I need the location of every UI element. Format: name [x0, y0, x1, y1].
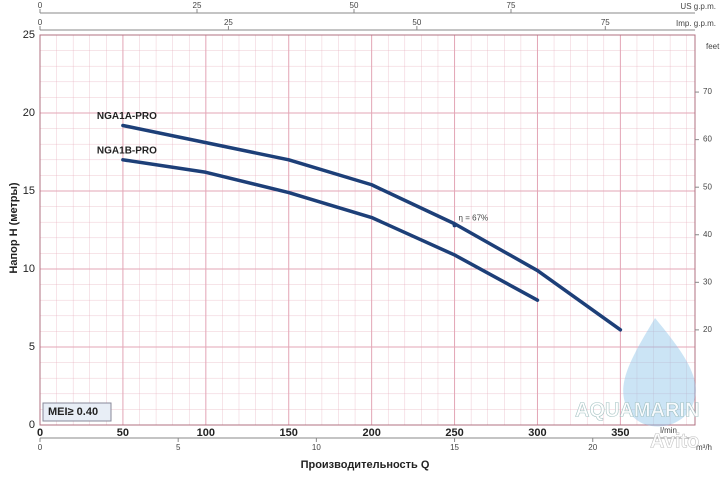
tick-label: 30	[703, 277, 712, 286]
tick-label: 0	[38, 18, 43, 27]
y-axis-title: Напор H (метры)	[8, 182, 20, 273]
x-unit: l/min	[660, 426, 677, 435]
tick-label: 50	[412, 18, 421, 27]
tick-label: 5	[176, 443, 181, 452]
plot-frame	[39, 34, 696, 426]
tick-label: 25	[224, 18, 233, 27]
tick-label: 40	[703, 230, 712, 239]
watermark-drop	[623, 318, 696, 427]
x-tick-label: 150	[280, 427, 298, 439]
y-tick-label: 5	[29, 341, 35, 353]
x-tick-label: 250	[445, 427, 463, 439]
tick-label: 75	[601, 18, 610, 27]
axis-unit: feet	[706, 42, 720, 51]
tick-label: 0	[38, 1, 43, 10]
tick-label: 20	[703, 325, 712, 334]
y-tick-label: 0	[29, 419, 35, 431]
annotation: MEI≥ 0.40	[48, 406, 98, 418]
tick-label: 70	[703, 87, 712, 96]
watermark: AQUAMARIN	[575, 399, 699, 421]
x-tick-label: 300	[528, 427, 546, 439]
tick-label: 60	[703, 135, 712, 144]
tick-label: 50	[350, 1, 359, 10]
x-tick-label: 200	[362, 427, 380, 439]
axis-unit: Imp. g.p.m.	[676, 19, 716, 28]
tick-label: 0	[38, 443, 43, 452]
tick-label: 25	[193, 1, 202, 10]
axis-unit: m³/h	[696, 443, 712, 452]
tick-label: 20	[588, 443, 597, 452]
x-tick-label: 350	[611, 427, 629, 439]
tick-label: 15	[450, 443, 459, 452]
watermark: Avito	[650, 430, 699, 452]
axis-unit: US g.p.m.	[680, 2, 716, 11]
y-tick-label: 25	[23, 29, 35, 41]
series-line	[121, 123, 623, 332]
tick-label: 10	[312, 443, 321, 452]
x-axis-title: Производительность Q	[301, 459, 430, 471]
x-tick-label: 100	[197, 427, 215, 439]
tick-label: 75	[507, 1, 516, 10]
series-line	[121, 158, 540, 302]
annotation: η = 67%	[459, 213, 489, 222]
y-tick-label: 20	[23, 107, 35, 119]
tick-label: 50	[703, 182, 712, 191]
efficiency-point	[452, 223, 457, 228]
series-label: NGA1B-PRO	[97, 145, 157, 156]
y-tick-label: 10	[23, 263, 35, 275]
y-tick-label: 15	[23, 185, 35, 197]
x-tick-label: 50	[117, 427, 129, 439]
x-tick-label: 0	[37, 427, 43, 439]
mei-box	[42, 402, 112, 422]
series-label: NGA1A-PRO	[97, 111, 157, 122]
